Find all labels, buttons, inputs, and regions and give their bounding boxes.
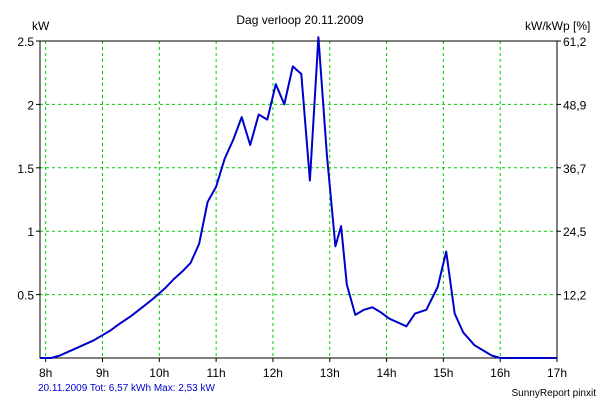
series-group [40,36,557,359]
left-tick-label: 2.5 [17,35,34,49]
x-tick-label: 17h [547,366,567,380]
left-tick-label: 2 [27,98,34,112]
left-tick-label: 0.5 [17,289,34,303]
footer-summary: 20.11.2009 Tot: 6,57 kWh Max: 2,53 kW [38,383,216,394]
x-tick-label: 15h [433,366,453,380]
x-tick-label: 8h [39,366,52,380]
x-tick-label: 12h [263,366,283,380]
right-axis-unit: kW/kWp [%] [525,19,590,33]
right-tick-label: 24,5 [563,225,587,239]
x-tick-label: 13h [320,366,340,380]
right-tick-label: 36,7 [563,162,587,176]
right-tick-label: 61,2 [563,35,587,49]
power-series-line [40,36,557,359]
left-tick-label: 1.5 [17,162,34,176]
left-axis-ticks: 0.5 1 1.5 2 2.5 [17,35,40,303]
plot-area-frame [39,40,558,359]
left-tick-label: 1 [27,225,34,239]
right-axis-ticks: 12,2 24,5 36,7 48,9 61,2 [557,35,587,303]
chart-title: Dag verloop 20.11.2009 [236,13,364,27]
x-tick-label: 9h [96,366,109,380]
x-tick-label: 10h [149,366,169,380]
right-tick-label: 48,9 [563,98,587,112]
grid-lines [40,41,557,358]
right-tick-label: 12,2 [563,289,587,303]
x-tick-label: 14h [377,366,397,380]
footer-credit: SunnyReport pinxit [512,388,597,399]
x-tick-label: 11h [207,366,226,380]
x-axis-ticks: 8h 9h 10h 11h 12h 13h 14h 15h 16h 17h [39,358,567,380]
left-axis-unit: kW [32,19,50,33]
x-tick-label: 16h [490,366,510,380]
